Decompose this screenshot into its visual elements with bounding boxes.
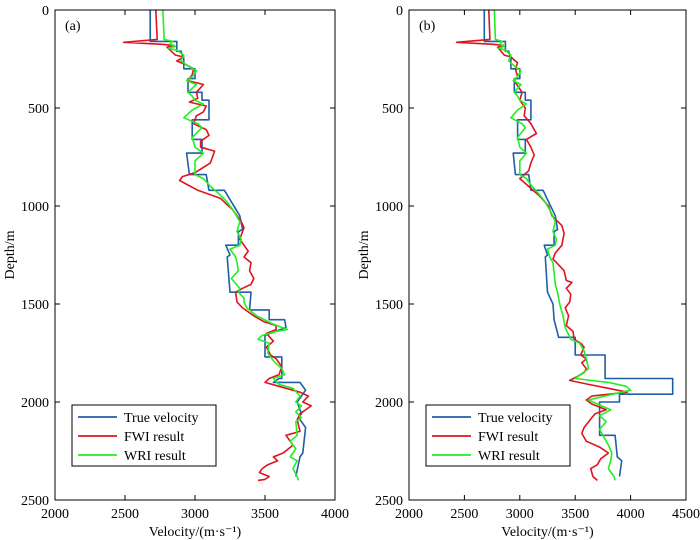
y-tick-label: 1000: [21, 200, 49, 215]
y-tick-label: 0: [396, 4, 403, 19]
legend-label: WRI result: [124, 449, 186, 464]
y-tick-label: 500: [28, 102, 49, 117]
y-axis-label: Depth/m: [3, 230, 18, 279]
series-line-true-velocity-panel-2: [483, 10, 674, 477]
x-tick-label: 2500: [450, 507, 478, 522]
series-line-wri-result-panel-2: [493, 10, 632, 481]
y-tick-label: 2500: [21, 494, 49, 509]
y-tick-label: 500: [382, 102, 403, 117]
y-tick-label: 1000: [375, 200, 403, 215]
y-tick-label: 0: [42, 4, 49, 19]
x-tick-label: 4500: [672, 507, 700, 522]
legend-label: FWI result: [478, 430, 538, 445]
series-line-wri-result-panel-1: [162, 10, 303, 481]
x-axis-label: Velocity/(m·s⁻¹): [149, 525, 242, 540]
y-tick-label: 2000: [375, 396, 403, 411]
plot-frame-panel-2: [408, 9, 687, 501]
y-tick-label: 1500: [21, 298, 49, 313]
panel-label: (a): [65, 19, 81, 34]
x-tick-label: 3500: [561, 507, 589, 522]
y-axis-label: Depth/m: [357, 230, 372, 279]
x-tick-label: 3500: [251, 507, 279, 522]
x-tick-label: 3000: [506, 507, 534, 522]
x-tick-label: 4000: [321, 507, 349, 522]
legend-label: FWI result: [124, 430, 184, 445]
y-tick-label: 1500: [375, 298, 403, 313]
x-tick-label: 2000: [41, 507, 69, 522]
panel-label: (b): [419, 19, 436, 34]
y-tick-label: 2000: [21, 396, 49, 411]
x-tick-label: 3000: [181, 507, 209, 522]
x-tick-label: 2000: [395, 507, 423, 522]
legend-label: True velocity: [478, 411, 553, 426]
y-tick-label: 2500: [375, 494, 403, 509]
series-line-fwi-result-panel-2: [455, 10, 629, 482]
legend-label: WRI result: [478, 449, 540, 464]
x-tick-label: 2500: [111, 507, 139, 522]
legend-label: True velocity: [124, 411, 199, 426]
x-tick-label: 4000: [617, 507, 645, 522]
x-axis-label: Velocity/(m·s⁻¹): [501, 525, 594, 540]
